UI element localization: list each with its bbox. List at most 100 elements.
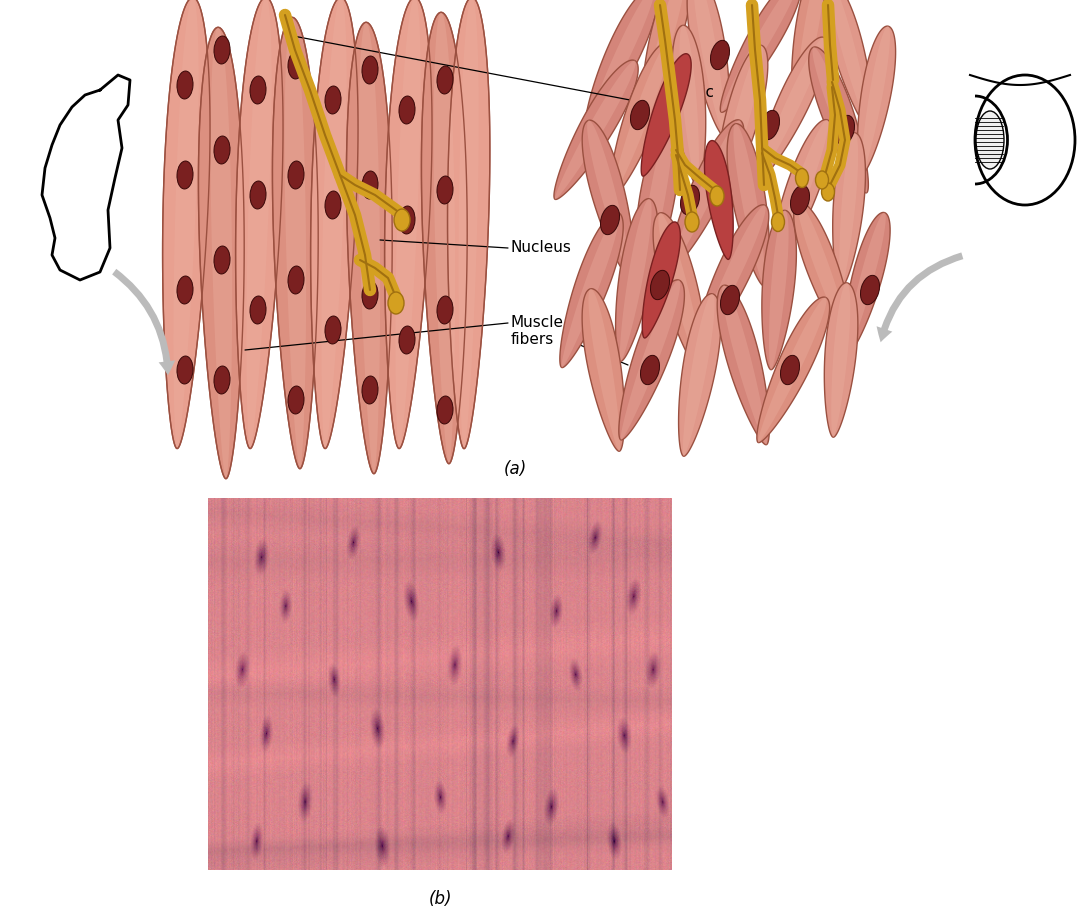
Ellipse shape <box>362 281 378 309</box>
Ellipse shape <box>214 246 230 274</box>
Polygon shape <box>554 61 636 199</box>
Polygon shape <box>844 212 890 357</box>
Polygon shape <box>585 0 658 133</box>
Ellipse shape <box>362 171 378 199</box>
Ellipse shape <box>177 161 193 189</box>
Polygon shape <box>642 0 691 114</box>
Ellipse shape <box>685 212 699 232</box>
Polygon shape <box>639 126 672 294</box>
Polygon shape <box>679 25 699 185</box>
Polygon shape <box>562 212 620 367</box>
Polygon shape <box>694 0 725 137</box>
Polygon shape <box>824 0 873 130</box>
Ellipse shape <box>600 205 620 234</box>
Polygon shape <box>236 0 283 449</box>
Polygon shape <box>721 0 799 112</box>
Polygon shape <box>645 0 687 114</box>
Polygon shape <box>347 22 392 473</box>
Polygon shape <box>858 26 896 174</box>
Polygon shape <box>422 12 467 463</box>
Polygon shape <box>635 126 679 294</box>
Polygon shape <box>846 212 886 357</box>
Ellipse shape <box>822 183 835 201</box>
Ellipse shape <box>388 292 404 314</box>
Polygon shape <box>285 18 307 469</box>
Polygon shape <box>583 120 635 280</box>
Ellipse shape <box>325 191 341 219</box>
Polygon shape <box>757 297 829 443</box>
Polygon shape <box>715 45 767 205</box>
Polygon shape <box>832 282 850 438</box>
Polygon shape <box>610 42 673 198</box>
Ellipse shape <box>976 111 1004 169</box>
Polygon shape <box>619 280 685 440</box>
Ellipse shape <box>780 355 800 385</box>
Polygon shape <box>620 198 651 361</box>
Polygon shape <box>719 45 763 205</box>
Ellipse shape <box>177 276 193 304</box>
FancyArrowPatch shape <box>112 269 175 376</box>
Polygon shape <box>769 210 788 370</box>
Polygon shape <box>588 289 621 451</box>
Ellipse shape <box>721 285 739 315</box>
Ellipse shape <box>630 101 650 129</box>
Polygon shape <box>163 0 210 449</box>
Polygon shape <box>722 285 766 445</box>
Polygon shape <box>828 0 871 130</box>
Polygon shape <box>621 280 680 440</box>
FancyArrowPatch shape <box>876 253 963 342</box>
Ellipse shape <box>393 209 410 231</box>
Ellipse shape <box>250 181 266 209</box>
Polygon shape <box>755 37 827 183</box>
Ellipse shape <box>214 136 230 164</box>
Polygon shape <box>669 120 744 270</box>
Polygon shape <box>861 26 890 174</box>
Polygon shape <box>824 282 858 438</box>
Ellipse shape <box>399 326 415 354</box>
Ellipse shape <box>399 96 415 124</box>
Ellipse shape <box>250 296 266 324</box>
Polygon shape <box>174 0 199 449</box>
Polygon shape <box>694 205 769 354</box>
Polygon shape <box>704 140 734 259</box>
Ellipse shape <box>437 66 453 94</box>
Polygon shape <box>721 0 802 113</box>
Ellipse shape <box>761 111 779 139</box>
Polygon shape <box>771 120 833 270</box>
Ellipse shape <box>815 171 828 189</box>
Polygon shape <box>322 0 347 449</box>
Polygon shape <box>717 285 770 445</box>
Polygon shape <box>794 202 853 348</box>
Ellipse shape <box>214 366 230 394</box>
Polygon shape <box>612 42 670 198</box>
Polygon shape <box>734 124 765 286</box>
Polygon shape <box>755 38 825 183</box>
Ellipse shape <box>711 41 729 69</box>
Ellipse shape <box>975 75 1075 205</box>
Polygon shape <box>727 124 770 286</box>
Polygon shape <box>642 222 680 338</box>
Polygon shape <box>554 60 638 199</box>
Polygon shape <box>434 12 455 463</box>
Ellipse shape <box>399 206 415 234</box>
Polygon shape <box>695 205 765 354</box>
Ellipse shape <box>288 51 304 79</box>
Polygon shape <box>560 212 623 367</box>
Ellipse shape <box>796 169 809 187</box>
Ellipse shape <box>790 186 810 215</box>
Ellipse shape <box>250 76 266 104</box>
Ellipse shape <box>437 396 453 424</box>
Polygon shape <box>678 294 721 456</box>
Polygon shape <box>683 294 714 456</box>
Polygon shape <box>812 47 866 193</box>
Ellipse shape <box>861 275 879 305</box>
Polygon shape <box>773 120 828 270</box>
Ellipse shape <box>680 186 700 215</box>
Ellipse shape <box>362 376 378 404</box>
Ellipse shape <box>836 115 854 145</box>
Polygon shape <box>791 0 832 112</box>
Polygon shape <box>273 18 318 469</box>
Ellipse shape <box>362 56 378 84</box>
Ellipse shape <box>772 212 785 232</box>
Polygon shape <box>583 289 624 451</box>
